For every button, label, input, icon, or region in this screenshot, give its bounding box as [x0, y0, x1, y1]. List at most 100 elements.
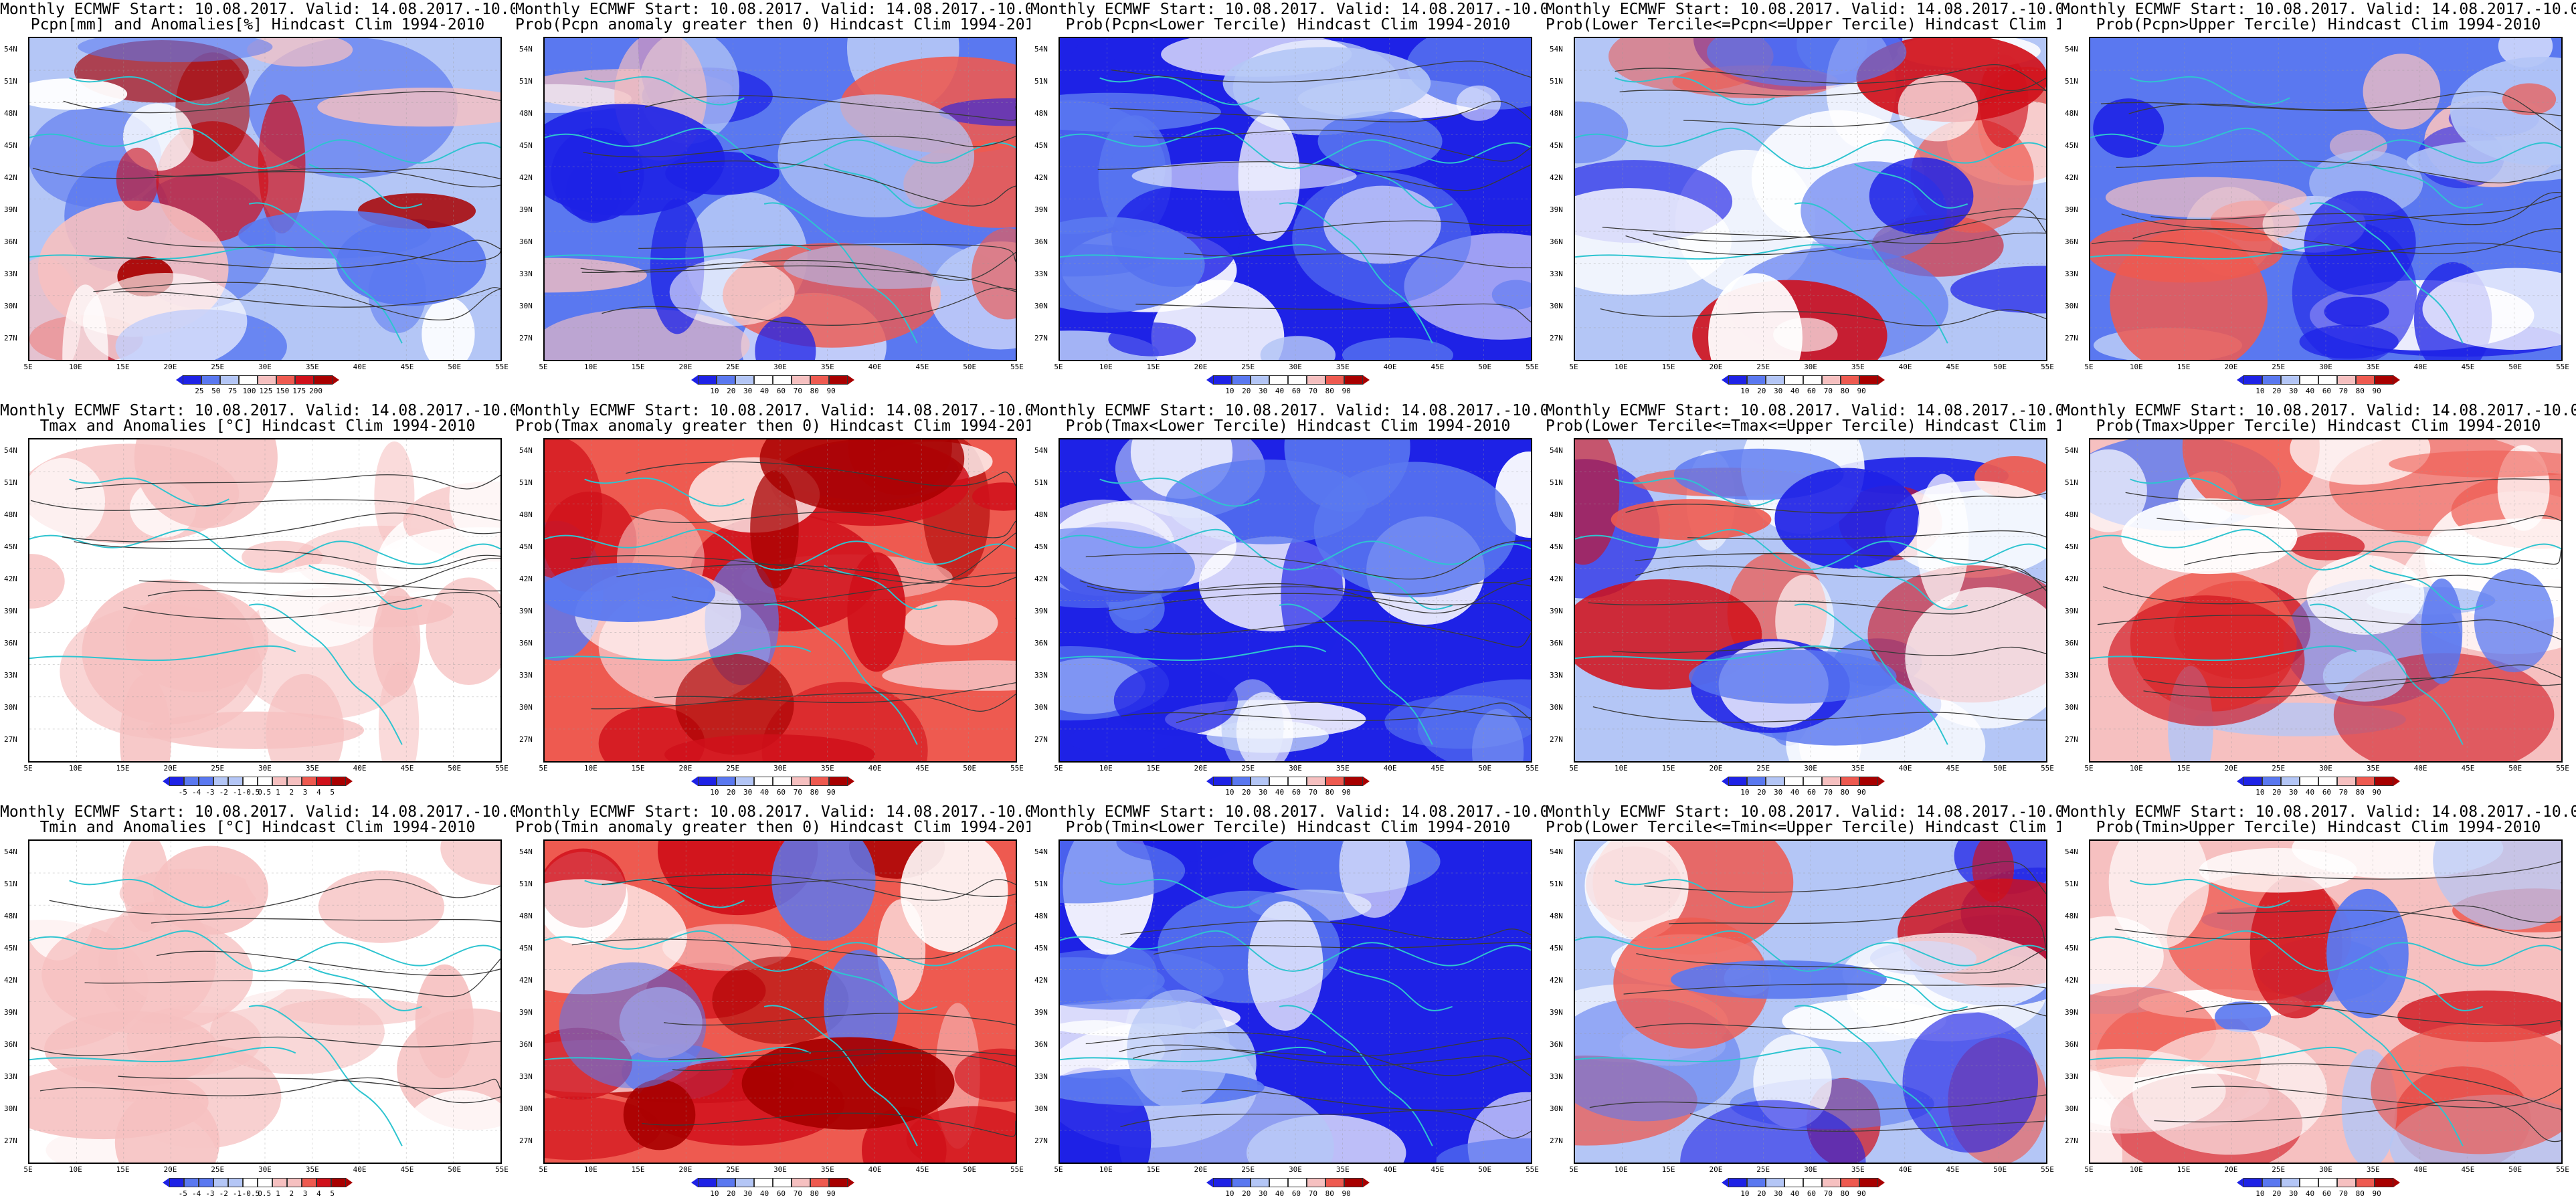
lat-label: 36N: [4, 1040, 17, 1049]
colorbar-swatch: [2281, 777, 2300, 786]
colorbar-swatch: [792, 777, 810, 786]
lon-label: 10E: [2129, 363, 2143, 371]
colorbar-label: 2: [289, 1189, 294, 1198]
colorbar-swatch: [810, 777, 829, 786]
colorbar-swatch: [316, 1178, 331, 1187]
colorbar-label: 10: [2256, 788, 2265, 797]
colorbar-swatch: [2337, 375, 2356, 385]
lon-label: 15E: [1661, 1165, 1675, 1174]
lat-label: 45N: [1034, 542, 1048, 551]
colorbar: [1722, 1178, 1885, 1187]
lon-label: 50E: [448, 363, 462, 371]
colorbar-swatch: [272, 777, 287, 786]
lat-label: 45N: [2065, 542, 2078, 551]
lon-label: 45E: [2461, 363, 2475, 371]
forecast-map: [1059, 37, 1532, 361]
lat-label: 45N: [1550, 542, 1563, 551]
lat-label: 54N: [1034, 446, 1048, 455]
lon-label: 20E: [2224, 764, 2238, 773]
lat-label: 27N: [2065, 735, 2078, 744]
colorbar-label: 20: [2272, 1189, 2282, 1198]
colorbar-label: 70: [2338, 788, 2348, 797]
lon-label: 20E: [678, 1165, 693, 1174]
colorbar-min-arrow: [1722, 1178, 1728, 1187]
lon-label: 20E: [163, 363, 177, 371]
lon-label: 45E: [2461, 764, 2475, 773]
lon-label: 5E: [1569, 1165, 1578, 1174]
lon-label: 50E: [448, 764, 462, 773]
colorbar-label: -1: [232, 1189, 242, 1198]
lon-label: 35E: [2366, 1165, 2380, 1174]
colorbar-label: 10: [1225, 387, 1234, 395]
lon-label: 5E: [1054, 764, 1063, 773]
colorbar-label: 90: [2372, 788, 2381, 797]
lat-label: 45N: [1034, 944, 1048, 952]
lat-label: 45N: [519, 542, 533, 551]
colorbar-swatch: [2262, 1178, 2281, 1187]
colorbar-swatch: [2356, 1178, 2375, 1187]
lat-label: 48N: [4, 109, 17, 118]
panel-title-line2: Prob(Tmin<Lower Tercile) Hindcast Clim 1…: [1065, 819, 1511, 836]
lat-label: 33N: [4, 270, 17, 278]
lon-label: 20E: [678, 764, 693, 773]
colorbar-swatch: [1747, 777, 1766, 786]
colorbar-swatch: [735, 1178, 754, 1187]
forecast-map: [28, 839, 502, 1164]
lon-label: 15E: [1146, 363, 1160, 371]
lon-label: 20E: [1709, 363, 1723, 371]
colorbar-label: 60: [1291, 1189, 1301, 1198]
lat-label: 45N: [4, 542, 17, 551]
lon-label: 30E: [1289, 1165, 1302, 1174]
colorbar-label: 40: [1790, 387, 1800, 395]
lat-label: 48N: [519, 109, 533, 118]
colorbar-swatch: [239, 375, 258, 385]
colorbar-swatch: [258, 777, 272, 786]
colorbar-swatch: [1803, 1178, 1822, 1187]
lat-label: 33N: [519, 671, 533, 680]
panel-title-line2: Prob(Pcpn<Lower Tercile) Hindcast Clim 1…: [1065, 17, 1511, 33]
colorbar-label: 30: [2289, 387, 2298, 395]
colorbar-label: 20: [727, 1189, 736, 1198]
lon-label: 35E: [2366, 764, 2380, 773]
colorbar: [163, 777, 353, 786]
colorbar-swatch: [1822, 1178, 1841, 1187]
colorbar-swatch: [1784, 375, 1803, 385]
colorbar-swatch: [169, 1178, 184, 1187]
lat-label: 45N: [1550, 141, 1563, 150]
lon-label: 45E: [1431, 363, 1445, 371]
colorbar-label: 20: [727, 387, 736, 395]
colorbar-label: 3: [302, 1189, 308, 1198]
map-panel: Monthly ECMWF Start: 10.08.2017. Valid: …: [515, 0, 1030, 401]
colorbar-swatch: [302, 777, 316, 786]
colorbar-swatch: [1269, 375, 1288, 385]
lat-label: 51N: [2065, 77, 2078, 86]
colorbar-swatch: [1859, 777, 1878, 786]
lon-label: 45E: [915, 1165, 929, 1174]
lon-label: 45E: [1431, 1165, 1445, 1174]
lon-label: 20E: [1709, 1165, 1723, 1174]
lon-label: 35E: [305, 1165, 319, 1174]
lon-label: 5E: [539, 764, 548, 773]
lat-label: 36N: [4, 639, 17, 647]
colorbar-max-arrow: [848, 1178, 854, 1187]
colorbar-label: 30: [743, 788, 753, 797]
colorbar-swatch: [1766, 375, 1784, 385]
lat-label: 33N: [4, 1072, 17, 1081]
lat-label: 39N: [1550, 205, 1563, 214]
panel-title-line1: Monthly ECMWF Start: 10.08.2017. Valid: …: [515, 403, 1030, 419]
lat-label: 51N: [519, 478, 533, 487]
colorbar-swatch: [2243, 1178, 2262, 1187]
colorbar-swatch: [287, 1178, 302, 1187]
colorbar-max-arrow: [1363, 1178, 1370, 1187]
lon-label: 55E: [2556, 1165, 2569, 1174]
colorbar-swatch: [1728, 1178, 1747, 1187]
panel-title-line2: Prob(Tmin anomaly greater then 0) Hindca…: [515, 819, 1030, 836]
colorbar-label: 70: [1823, 788, 1833, 797]
colorbar-swatch: [2262, 375, 2281, 385]
colorbar-swatch: [1766, 777, 1784, 786]
colorbar-label: 90: [2372, 1189, 2381, 1198]
lat-label: 30N: [1034, 703, 1048, 712]
lon-label: 10E: [1099, 363, 1113, 371]
lon-label: 55E: [495, 1165, 509, 1174]
colorbar-swatch: [2356, 777, 2375, 786]
